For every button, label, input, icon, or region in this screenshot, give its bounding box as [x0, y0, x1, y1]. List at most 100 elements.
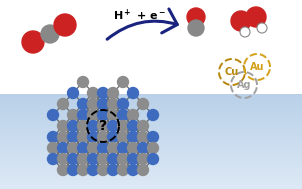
Circle shape: [47, 143, 59, 153]
Bar: [0, 104, 302, 105]
Circle shape: [57, 98, 69, 109]
Bar: [0, 170, 302, 172]
Circle shape: [57, 164, 69, 176]
Bar: [0, 162, 302, 164]
Bar: [0, 102, 302, 104]
Circle shape: [117, 164, 128, 176]
Circle shape: [231, 11, 251, 31]
Bar: [0, 113, 302, 115]
Circle shape: [127, 121, 139, 132]
Circle shape: [57, 132, 69, 143]
Bar: [0, 149, 302, 151]
Circle shape: [98, 109, 108, 121]
Circle shape: [68, 132, 79, 143]
Circle shape: [68, 164, 79, 176]
Circle shape: [98, 88, 108, 98]
Circle shape: [117, 98, 128, 109]
Circle shape: [117, 153, 128, 164]
Circle shape: [137, 98, 149, 109]
Bar: [0, 180, 302, 181]
Bar: [0, 151, 302, 153]
Circle shape: [108, 109, 118, 121]
Bar: [0, 0, 302, 94]
Circle shape: [127, 109, 139, 121]
Bar: [0, 183, 302, 185]
Circle shape: [78, 143, 88, 153]
Circle shape: [88, 164, 98, 176]
Bar: [0, 181, 302, 183]
Circle shape: [127, 164, 139, 176]
Circle shape: [57, 153, 69, 164]
Circle shape: [108, 153, 118, 164]
Circle shape: [78, 121, 88, 132]
Text: Ag: Ag: [237, 80, 251, 90]
Circle shape: [88, 121, 98, 132]
Circle shape: [78, 77, 88, 88]
Circle shape: [127, 153, 139, 164]
Bar: [0, 138, 302, 140]
Circle shape: [108, 143, 118, 153]
Circle shape: [98, 143, 108, 153]
Circle shape: [127, 88, 139, 98]
Circle shape: [127, 132, 139, 143]
Bar: [0, 119, 302, 121]
Circle shape: [246, 7, 266, 27]
Bar: [0, 109, 302, 111]
Circle shape: [117, 121, 128, 132]
Bar: [0, 94, 302, 96]
Bar: [0, 96, 302, 98]
Bar: [0, 172, 302, 174]
Circle shape: [98, 153, 108, 164]
Text: ?: ?: [99, 119, 107, 133]
Bar: [0, 145, 302, 147]
Bar: [0, 159, 302, 160]
Bar: [0, 185, 302, 187]
Circle shape: [98, 164, 108, 176]
Bar: [0, 134, 302, 136]
Circle shape: [47, 109, 59, 121]
Circle shape: [108, 164, 118, 176]
Circle shape: [117, 77, 128, 88]
Circle shape: [98, 98, 108, 109]
Circle shape: [68, 109, 79, 121]
Circle shape: [137, 164, 149, 176]
Bar: [0, 128, 302, 130]
Bar: [0, 187, 302, 189]
Circle shape: [57, 143, 69, 153]
Bar: [0, 115, 302, 117]
Circle shape: [137, 132, 149, 143]
Circle shape: [108, 132, 118, 143]
Bar: [0, 136, 302, 138]
Circle shape: [68, 153, 79, 164]
Circle shape: [78, 109, 88, 121]
Bar: [0, 130, 302, 132]
Bar: [0, 105, 302, 107]
Circle shape: [57, 121, 69, 132]
Bar: [0, 155, 302, 157]
Bar: [0, 124, 302, 126]
Bar: [0, 122, 302, 124]
Circle shape: [78, 153, 88, 164]
Circle shape: [137, 143, 149, 153]
Circle shape: [147, 132, 159, 143]
Circle shape: [88, 109, 98, 121]
Circle shape: [127, 143, 139, 153]
Circle shape: [78, 98, 88, 109]
Bar: [0, 117, 302, 119]
Circle shape: [88, 88, 98, 98]
Circle shape: [240, 27, 250, 37]
Circle shape: [147, 143, 159, 153]
Circle shape: [137, 153, 149, 164]
Bar: [0, 178, 302, 180]
Circle shape: [68, 121, 79, 132]
Circle shape: [98, 121, 108, 132]
Bar: [0, 142, 302, 143]
Circle shape: [188, 20, 204, 36]
Circle shape: [147, 153, 159, 164]
Bar: [0, 107, 302, 109]
Bar: [0, 147, 302, 149]
Circle shape: [117, 132, 128, 143]
Circle shape: [68, 143, 79, 153]
Bar: [0, 176, 302, 178]
Circle shape: [78, 164, 88, 176]
